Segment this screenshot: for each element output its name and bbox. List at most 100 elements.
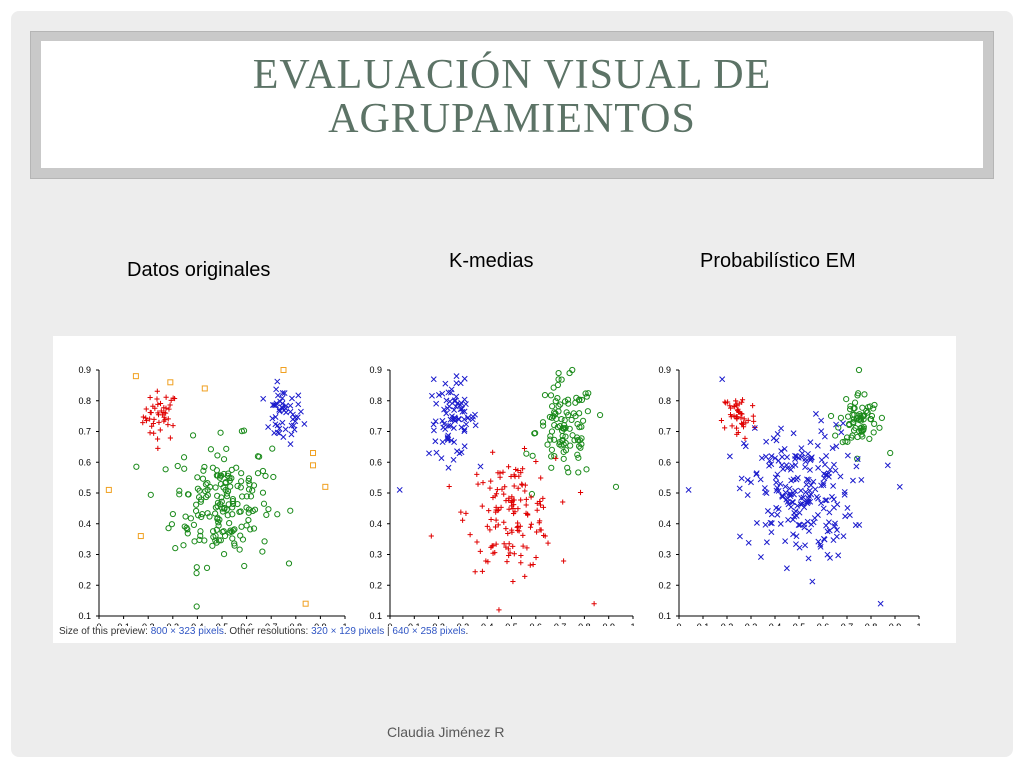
data-point-blue [768, 453, 775, 460]
data-point-red [527, 524, 534, 530]
data-point-green [165, 525, 172, 532]
data-point-red [522, 573, 528, 580]
data-point-red [492, 524, 499, 530]
data-point-blue [465, 414, 471, 421]
data-point-red [508, 473, 514, 480]
data-point-red [523, 496, 529, 503]
data-point-red [734, 416, 740, 422]
data-point-green [187, 515, 195, 522]
data-point-red [729, 423, 735, 429]
y-tick-label: 0.3 [78, 550, 91, 560]
data-point-blue [818, 500, 825, 507]
data-point-blue [763, 438, 770, 445]
data-point-green [212, 484, 219, 491]
data-point-blue [820, 480, 827, 487]
data-point-red [510, 578, 516, 585]
data-point-red [140, 414, 146, 420]
x-tick-label: 0 [96, 622, 101, 626]
data-point-green [183, 524, 190, 531]
data-point-blue [455, 416, 462, 423]
data-point-green [180, 454, 188, 461]
data-point-red [170, 422, 176, 429]
data-point-blue [768, 461, 775, 468]
data-point-blue [446, 403, 453, 410]
data-point-green [583, 466, 590, 473]
scatter-plots: 0 0.1 0.2 0.3 0.4 0.5 0.6 0.7 0.8 0.9 1 0.1 0.2 0.3 0.… [78, 365, 921, 626]
data-point-red [147, 430, 153, 436]
data-point-red [501, 519, 507, 525]
data-point-blue [798, 495, 805, 501]
data-point-blue [445, 464, 452, 471]
data-point-red [750, 413, 756, 419]
x-tick-label: 0.5 [505, 622, 518, 626]
data-point-green [554, 395, 561, 402]
data-point-green [176, 491, 183, 498]
data-point-red [500, 469, 506, 475]
data-point-blue [817, 543, 824, 550]
data-point-green [226, 520, 233, 527]
data-point-blue [818, 428, 825, 435]
data-point-green [551, 436, 558, 443]
data-point-red [505, 464, 512, 470]
data-point-green [229, 497, 236, 505]
data-point-red [511, 497, 517, 503]
x-tick-label: 1 [342, 622, 347, 626]
data-point-blue [777, 520, 784, 527]
data-point-red [560, 558, 567, 564]
y-tick-label: 0.1 [369, 611, 382, 621]
data-point-green [239, 493, 246, 500]
data-point-blue [453, 373, 460, 380]
x-tick-label: 0.8 [290, 622, 303, 626]
data-point-blue [459, 408, 466, 415]
caption-end: . [465, 626, 469, 637]
resolution-320-link[interactable]: 320 × 129 pixels [311, 626, 385, 637]
data-point-red [494, 487, 500, 493]
data-point-red [463, 510, 469, 516]
data-point-green [550, 413, 557, 420]
x-tick-label: 0.3 [457, 622, 470, 626]
x-tick-label: 0.4 [481, 622, 494, 626]
resolution-640-link[interactable]: 640 × 258 pixels [392, 626, 466, 637]
data-point-green [223, 490, 230, 497]
data-point-blue [453, 380, 460, 387]
data-point-green [531, 430, 538, 437]
data-point-red [446, 483, 452, 490]
data-point-blue [826, 509, 833, 516]
data-point-red [520, 466, 526, 472]
data-point-green [555, 403, 562, 410]
data-point-green [559, 436, 566, 444]
data-point-green [558, 416, 565, 423]
data-point-green [269, 445, 276, 452]
data-point-red [479, 568, 486, 574]
data-point-red [515, 527, 521, 534]
data-point-green [858, 428, 865, 435]
data-point-blue [762, 521, 769, 528]
data-point-green [574, 420, 581, 428]
y-tick-label: 0.2 [658, 580, 671, 590]
y-tick-label: 0.2 [369, 580, 382, 590]
data-point-red [540, 495, 546, 502]
data-point-red [533, 554, 539, 561]
cluster-figure: 00.10.20.30.40.50.60.70.80.910.10.20.30.… [53, 336, 956, 643]
data-point-red [155, 445, 161, 451]
preview-size-link[interactable]: 800 × 323 pixels [150, 626, 224, 637]
data-point-green [169, 510, 176, 518]
x-tick-label: 0.9 [314, 622, 327, 626]
data-point-red [520, 543, 526, 549]
data-point-green [262, 472, 269, 480]
data-point-green [551, 422, 558, 429]
data-point-red [545, 540, 551, 546]
data-point-red [484, 523, 490, 529]
data-point-blue [272, 414, 279, 420]
data-point-blue [797, 487, 804, 494]
data-point-blue [433, 400, 440, 407]
data-point-blue [833, 443, 840, 450]
data-point-red [534, 507, 540, 513]
data-point-green [204, 479, 211, 487]
data-point-blue [827, 554, 833, 561]
data-point-red [527, 562, 533, 568]
data-point-blue [279, 404, 286, 411]
data-point-blue [472, 422, 479, 429]
data-point-blue [288, 431, 295, 438]
data-point-blue [441, 406, 448, 413]
